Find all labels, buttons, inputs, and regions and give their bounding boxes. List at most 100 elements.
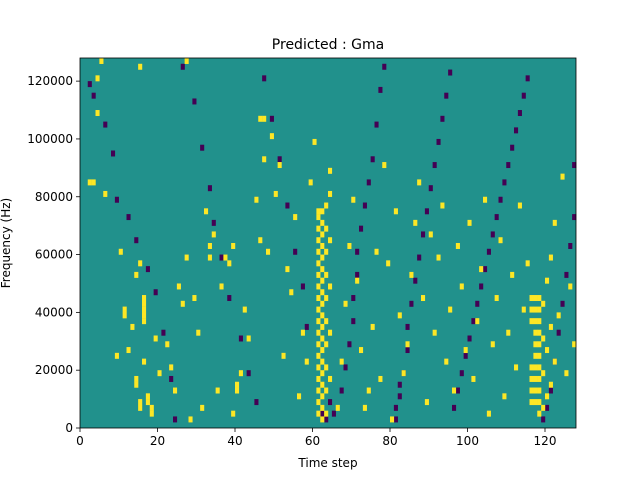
y-tick-label: 60000 bbox=[35, 248, 73, 262]
heatmap-cell bbox=[568, 243, 573, 249]
heatmap-cell bbox=[541, 370, 546, 377]
x-tick-label: 80 bbox=[382, 434, 397, 448]
heatmap-cell bbox=[537, 295, 542, 302]
heatmap-cell bbox=[273, 190, 278, 197]
heatmap-cell bbox=[246, 370, 251, 377]
heatmap-cell bbox=[316, 208, 321, 215]
heatmap-cell bbox=[173, 416, 178, 423]
heatmap-cell bbox=[548, 381, 553, 388]
chart-title: Predicted : Gma bbox=[272, 37, 384, 53]
heatmap-cell bbox=[572, 162, 577, 169]
heatmap-cell bbox=[463, 347, 468, 354]
heatmap-cell bbox=[184, 254, 189, 261]
heatmap-cell bbox=[145, 266, 150, 273]
heatmap-cell bbox=[312, 138, 317, 145]
heatmap-cell bbox=[397, 393, 402, 400]
heatmap-cell bbox=[91, 179, 96, 186]
heatmap-cell bbox=[324, 387, 329, 394]
heatmap-cell bbox=[285, 266, 290, 273]
heatmap-cell bbox=[176, 283, 181, 290]
heatmap-cell bbox=[200, 404, 205, 411]
heatmap-cell bbox=[169, 375, 174, 382]
y-tick-label: 120000 bbox=[27, 74, 73, 88]
plot-frame bbox=[79, 57, 577, 429]
heatmap-cell bbox=[475, 300, 480, 307]
heatmap-cell bbox=[316, 399, 321, 406]
heatmap-cell bbox=[471, 318, 476, 325]
heatmap-cell bbox=[254, 399, 259, 406]
heatmap-cell bbox=[545, 393, 550, 400]
heatmap-cell bbox=[467, 219, 472, 226]
heatmap-cell bbox=[529, 375, 534, 382]
heatmap-cell bbox=[517, 110, 522, 117]
heatmap-cell bbox=[529, 306, 534, 313]
heatmap-cell bbox=[91, 92, 96, 99]
heatmap-cell bbox=[494, 214, 499, 221]
heatmap-cell bbox=[514, 364, 519, 371]
heatmap-cell bbox=[293, 248, 298, 255]
heatmap-cell bbox=[440, 115, 445, 122]
heatmap-cell bbox=[122, 306, 127, 313]
heatmap-cell bbox=[486, 410, 491, 417]
heatmap-cell bbox=[211, 231, 216, 238]
heatmap-cell bbox=[572, 214, 577, 221]
heatmap-cell bbox=[564, 271, 569, 278]
heatmap-cell bbox=[188, 416, 193, 423]
heatmap-cell bbox=[444, 358, 449, 365]
heatmap-cell bbox=[316, 271, 321, 278]
heatmap-cell bbox=[293, 214, 298, 221]
heatmap-cell bbox=[196, 329, 201, 336]
heatmap-cell bbox=[533, 306, 538, 313]
heatmap-cell bbox=[320, 219, 325, 226]
heatmap-cell bbox=[479, 266, 484, 273]
heatmap-cell bbox=[142, 312, 147, 319]
heatmap-cell bbox=[560, 300, 565, 307]
heatmap-cell bbox=[266, 248, 271, 255]
heatmap-cell bbox=[421, 295, 426, 302]
heatmap-cell bbox=[138, 399, 143, 406]
heatmap-cell bbox=[541, 335, 546, 342]
heatmap-cell bbox=[537, 329, 542, 336]
heatmap-cell bbox=[320, 358, 325, 365]
heatmap-cell bbox=[436, 254, 441, 261]
heatmap-cell bbox=[502, 393, 507, 400]
heatmap-cell bbox=[328, 375, 333, 382]
heatmap-cell bbox=[374, 121, 379, 128]
heatmap-cell bbox=[378, 86, 383, 93]
heatmap-cell bbox=[475, 318, 480, 325]
heatmap-cell bbox=[316, 375, 321, 382]
heatmap-cell bbox=[238, 335, 243, 342]
heatmap-cell bbox=[320, 266, 325, 273]
heatmap-cell bbox=[533, 399, 538, 406]
heatmap-cell bbox=[145, 399, 150, 406]
heatmap-cell bbox=[537, 387, 542, 394]
heatmap-cell bbox=[370, 323, 375, 330]
heatmap-cell bbox=[320, 370, 325, 377]
heatmap-cell bbox=[424, 399, 429, 406]
heatmap-cell bbox=[277, 156, 282, 163]
heatmap-cell bbox=[347, 243, 352, 249]
heatmap-cell bbox=[355, 248, 360, 255]
heatmap-cell bbox=[421, 231, 426, 238]
heatmap-cell bbox=[541, 300, 546, 307]
heatmap-cell bbox=[320, 335, 325, 342]
heatmap-cell bbox=[126, 214, 131, 221]
heatmap-cell bbox=[428, 185, 433, 192]
heatmap-cell bbox=[277, 162, 282, 169]
heatmap-cell bbox=[533, 364, 538, 371]
heatmap-cell bbox=[533, 318, 538, 325]
heatmap-cell bbox=[304, 358, 309, 365]
heatmap-cell bbox=[444, 92, 449, 99]
heatmap-cell bbox=[552, 219, 557, 226]
heatmap-cell bbox=[231, 243, 236, 249]
heatmap-cell bbox=[246, 335, 251, 342]
heatmap-cell bbox=[529, 399, 534, 406]
heatmap-cell bbox=[490, 231, 495, 238]
heatmap-cell bbox=[324, 295, 329, 302]
heatmap-cell bbox=[180, 63, 185, 70]
heatmap-cell bbox=[324, 248, 329, 255]
heatmap-cell bbox=[145, 393, 150, 400]
heatmap-cell bbox=[564, 370, 569, 377]
heatmap-cell bbox=[572, 341, 577, 348]
